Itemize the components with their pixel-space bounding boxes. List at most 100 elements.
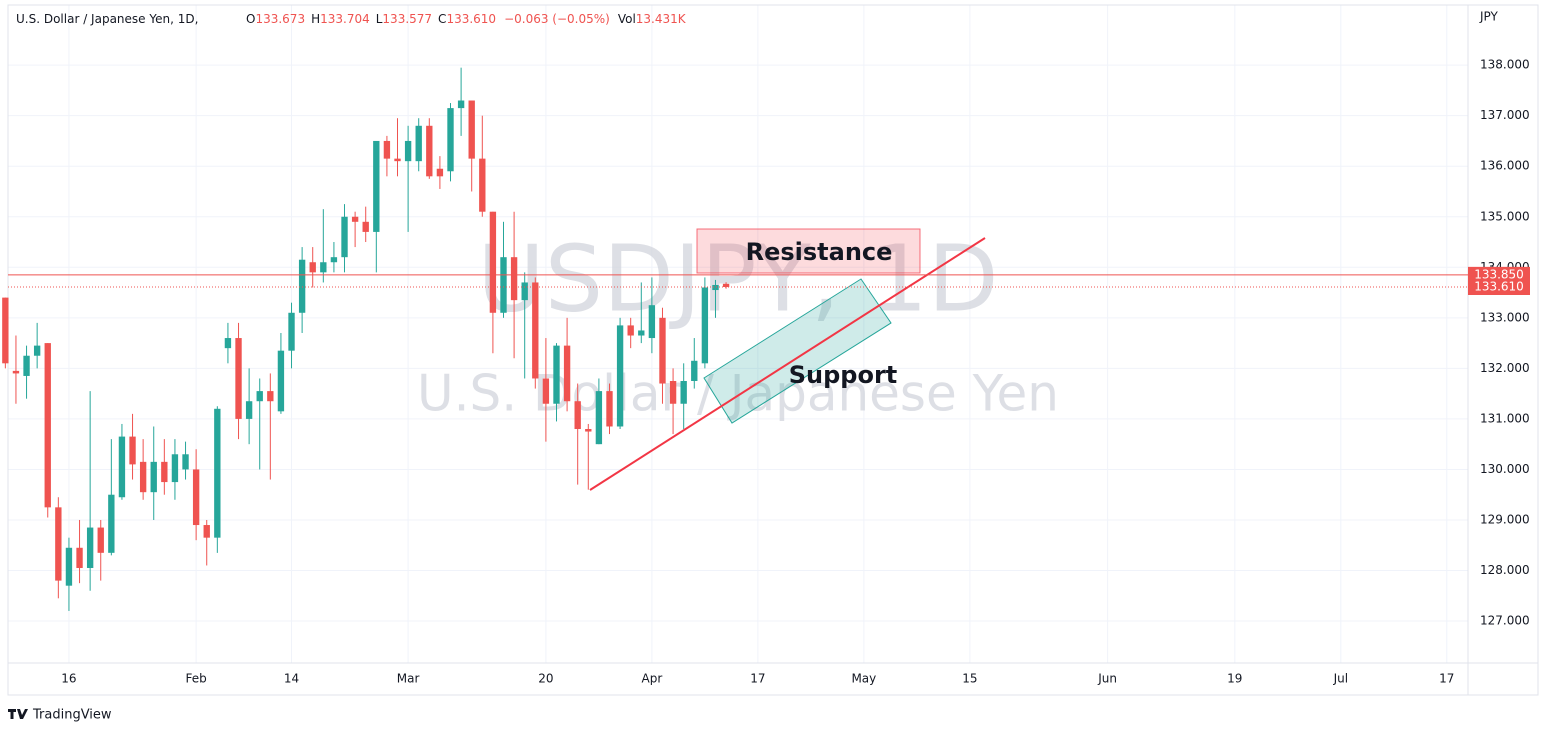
candle-body xyxy=(245,401,253,419)
candle-body xyxy=(33,345,41,356)
candle-body xyxy=(118,436,126,498)
x-tick-label: Feb xyxy=(186,672,207,686)
candle-body xyxy=(542,378,550,404)
c-label: C xyxy=(438,12,446,26)
candle-body xyxy=(722,283,730,287)
candle-body xyxy=(394,158,401,162)
candle-body xyxy=(404,140,412,162)
y-tick-label: 127.000 xyxy=(1480,614,1530,628)
candle-body xyxy=(76,547,83,568)
x-tick-label: Mar xyxy=(397,672,420,686)
candle-body xyxy=(616,325,624,427)
candle-body xyxy=(2,297,9,364)
price-label: 133.850 xyxy=(1474,267,1524,281)
candle-body xyxy=(23,355,30,376)
x-tick-label: May xyxy=(851,672,876,686)
candle-body xyxy=(585,429,592,432)
candle-body xyxy=(383,140,391,159)
o-value: 133.673 xyxy=(255,12,305,26)
x-tick-label: 14 xyxy=(284,672,299,686)
price-label-box xyxy=(1468,266,1530,283)
candle-body xyxy=(320,262,327,273)
candle-body xyxy=(457,100,465,109)
candle-body xyxy=(638,330,645,336)
candle-body xyxy=(161,461,168,483)
candle-body xyxy=(150,461,157,493)
y-tick-label: 131.000 xyxy=(1480,411,1530,425)
l-value: 133.577 xyxy=(382,12,432,26)
candle-body xyxy=(203,525,210,538)
candle-body xyxy=(680,381,687,404)
candle-body xyxy=(553,345,560,404)
candle-body xyxy=(606,391,613,427)
x-tick-label: 20 xyxy=(538,672,553,686)
candle-body xyxy=(309,262,316,273)
candle-body xyxy=(500,257,507,313)
candle-body xyxy=(574,401,581,430)
y-tick-label: 138.000 xyxy=(1480,58,1530,72)
o-label: O xyxy=(246,12,255,26)
candle-body xyxy=(330,257,338,263)
support-label: Support xyxy=(789,361,898,389)
legend: U.S. Dollar / Japanese Yen, 1D, O133.673 H… xyxy=(16,12,687,26)
x-tick-label: 19 xyxy=(1227,672,1242,686)
candle-body xyxy=(373,140,380,232)
candle-body xyxy=(341,216,348,258)
x-tick-label: Apr xyxy=(642,672,663,686)
y-tick-label: 132.000 xyxy=(1480,361,1530,375)
candle-body xyxy=(659,317,666,384)
watermark-name: U.S. Dollar / Japanese Yen xyxy=(417,365,1059,423)
h-value: 133.704 xyxy=(320,12,370,26)
candle-body xyxy=(277,350,285,412)
candle-body xyxy=(691,360,698,381)
candle-body xyxy=(171,454,179,483)
change: −0.063 (−0.05%) xyxy=(504,12,610,26)
candle-body xyxy=(235,338,242,419)
y-tick-label: 130.000 xyxy=(1480,462,1530,476)
candle-body xyxy=(224,338,232,349)
logo-text: TradingView xyxy=(32,708,112,723)
candle-body xyxy=(267,391,274,402)
candle-body xyxy=(97,527,104,553)
candle-body xyxy=(436,168,444,177)
candle-body xyxy=(65,547,73,586)
x-tick-label: Jun xyxy=(1097,672,1117,686)
unit: JPY xyxy=(1479,10,1499,24)
candle-body xyxy=(563,345,571,402)
candle-body xyxy=(489,211,497,313)
x-tick-label: 16 xyxy=(61,672,76,686)
y-tick-label: 136.000 xyxy=(1480,159,1530,173)
x-tick-label: 15 xyxy=(962,672,977,686)
trend-line[interactable] xyxy=(589,237,986,491)
candle-body xyxy=(447,108,454,172)
candle-body xyxy=(12,370,20,374)
logo[interactable]: TradingView xyxy=(8,708,112,723)
candle-body xyxy=(362,221,369,232)
symbol: U.S. Dollar / Japanese Yen, 1D, xyxy=(16,12,198,26)
candle-body xyxy=(55,507,62,581)
x-tick-label: 17 xyxy=(1439,672,1454,686)
candle-body xyxy=(44,343,51,508)
x-tick-label: 17 xyxy=(750,672,765,686)
y-tick-label: 135.000 xyxy=(1480,209,1530,223)
resistance-label: Resistance xyxy=(746,238,893,266)
candle-body xyxy=(627,325,634,336)
candle-body xyxy=(595,391,603,445)
candle-body xyxy=(256,391,263,402)
x-tick-label: Jul xyxy=(1333,672,1348,686)
y-tick-label: 133.000 xyxy=(1480,310,1530,324)
candle-body xyxy=(510,257,518,301)
candle-body xyxy=(129,436,136,465)
price-label: 133.610 xyxy=(1474,280,1524,294)
candle-body xyxy=(415,125,422,162)
candle-body xyxy=(351,216,359,222)
c-value: 133.610 xyxy=(446,12,496,26)
resistance-zone[interactable] xyxy=(696,228,921,274)
candle-body xyxy=(468,100,475,159)
watermark-ticker: USDJPY, 1D xyxy=(477,225,998,332)
candle-body xyxy=(521,282,528,301)
candle-body xyxy=(426,125,433,177)
candle-body xyxy=(288,312,295,351)
l-label: L xyxy=(376,12,383,26)
